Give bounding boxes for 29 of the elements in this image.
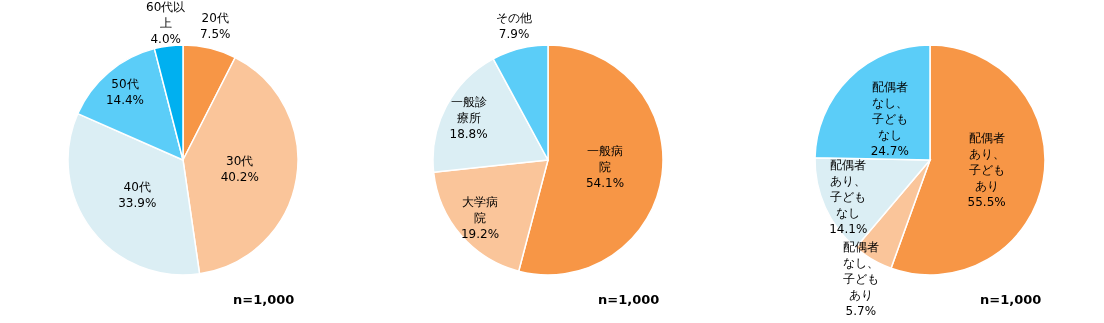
slice-label: 配偶者なし、子どもなし xyxy=(870,78,909,143)
slice-label: 30代 xyxy=(225,153,255,170)
data-label: 24.7% xyxy=(869,142,910,159)
slice-label: 一般病院 xyxy=(586,143,624,176)
data-label: 55.5% xyxy=(966,193,1007,210)
slice-label: 20代 xyxy=(200,9,230,26)
slice-label: 大学病院 xyxy=(460,194,499,227)
data-label: 33.9% xyxy=(117,194,158,211)
slice-label: 40代 xyxy=(122,178,152,195)
data-label: 40.2% xyxy=(219,169,260,186)
slice-label: 60代以上 xyxy=(145,0,186,32)
text: n=1,000 xyxy=(598,292,660,307)
data-label: 5.7% xyxy=(844,303,878,320)
text: n=1,000 xyxy=(980,292,1042,307)
data-label: 7.9% xyxy=(497,26,531,43)
data-label: 18.8% xyxy=(448,126,489,143)
slice-label: 配偶者あり、子どもあり xyxy=(967,129,1006,194)
data-label: 7.5% xyxy=(198,25,232,42)
slice-label: その他 xyxy=(495,10,534,27)
data-label: 14.4% xyxy=(104,91,145,108)
data-label: 14.1% xyxy=(828,220,869,237)
slice-label: 一般診療所 xyxy=(449,94,488,127)
slice-label: 配偶者あり、子どもなし xyxy=(829,156,868,221)
data-label: 4.0% xyxy=(149,31,182,48)
text: n=1,000 xyxy=(233,292,295,307)
data-label: 19.2% xyxy=(459,226,500,243)
slice-label: 配偶者なし、子どもあり xyxy=(841,239,880,304)
data-label: 54.1% xyxy=(585,175,626,192)
slice-label: 50代 xyxy=(110,75,140,92)
